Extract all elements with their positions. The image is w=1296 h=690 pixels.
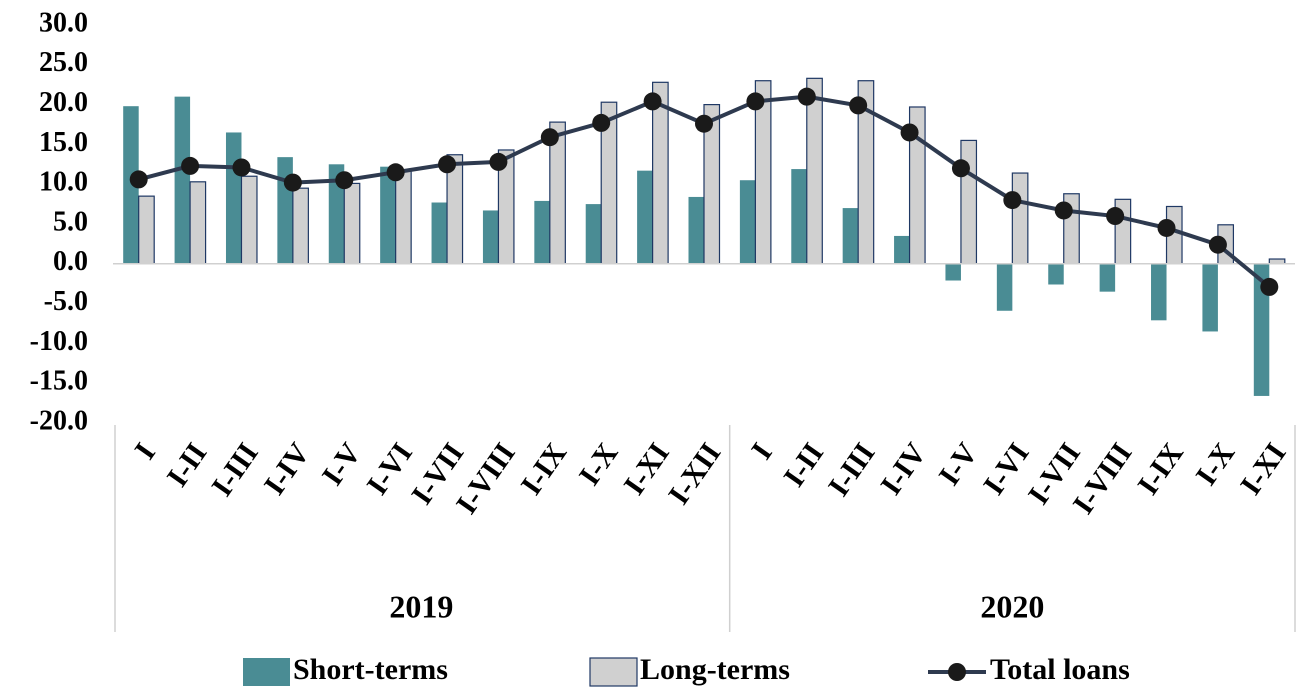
bar <box>806 77 823 265</box>
marker <box>1157 218 1176 237</box>
bar <box>960 139 978 265</box>
bar <box>343 182 361 265</box>
marker <box>232 158 251 177</box>
y-tick-label: -5.0 <box>44 286 88 317</box>
bar <box>585 204 602 264</box>
bar <box>688 196 704 264</box>
marker <box>386 163 405 182</box>
x-tick-label: I-IX <box>515 437 574 501</box>
bar <box>240 175 258 265</box>
y-tick-label: 10.0 <box>39 167 88 198</box>
x-tick-label: I-V <box>932 437 984 492</box>
marker <box>438 155 457 174</box>
marker <box>489 152 508 171</box>
marker <box>335 171 354 190</box>
x-tick-label: I-X <box>1189 437 1241 492</box>
bar <box>1011 172 1029 265</box>
bar <box>534 200 550 264</box>
group-label: 2020 <box>980 588 1044 624</box>
marker <box>746 92 765 111</box>
bar <box>123 106 139 264</box>
x-tick-label: I-V <box>316 437 368 492</box>
x-tick-label: I-IV <box>874 437 933 501</box>
y-tick-label: 25.0 <box>39 47 88 78</box>
bar <box>1151 263 1167 321</box>
legend-label: Total loans <box>990 653 1130 686</box>
marker <box>695 114 713 133</box>
y-tick-label: 0.0 <box>53 246 88 277</box>
bar <box>189 181 207 265</box>
bar <box>842 208 859 264</box>
legend-label: Long-terms <box>640 653 790 686</box>
legend-swatch <box>948 663 966 681</box>
marker <box>283 173 302 192</box>
bar <box>1202 263 1218 332</box>
marker <box>849 96 868 115</box>
marker <box>540 128 559 147</box>
bar <box>996 263 1013 311</box>
legend-label: Short-terms <box>293 653 448 686</box>
marker <box>1260 277 1279 296</box>
bar <box>739 180 756 264</box>
x-tick-label: I <box>128 437 162 466</box>
x-tick-label: I-X <box>573 437 625 492</box>
marker <box>592 113 611 132</box>
y-tick-label: 15.0 <box>39 127 88 158</box>
group-label: 2019 <box>389 588 453 624</box>
marker <box>1208 235 1227 254</box>
bar <box>174 96 191 264</box>
legend-swatch <box>243 658 290 686</box>
bar <box>380 166 396 264</box>
marker <box>797 87 816 106</box>
x-tick-label: I-III <box>205 437 265 502</box>
marker <box>1106 207 1125 226</box>
y-tick-label: -15.0 <box>30 366 88 397</box>
bar <box>1099 263 1116 292</box>
bar <box>431 202 448 264</box>
bar <box>395 170 412 265</box>
marker <box>643 92 662 111</box>
bar <box>791 169 807 264</box>
legend-swatch <box>589 657 638 687</box>
bar <box>328 164 345 264</box>
y-tick-label: 20.0 <box>39 87 88 118</box>
bar <box>482 210 499 264</box>
y-tick-label: -20.0 <box>30 405 88 436</box>
bar <box>277 157 293 264</box>
marker <box>951 159 970 178</box>
x-tick-label: I-XII <box>662 437 727 511</box>
bar <box>1253 263 1270 396</box>
x-tick-label: I-III <box>822 437 882 502</box>
y-tick-label: -10.0 <box>30 326 88 357</box>
y-tick-label: 30.0 <box>39 7 88 38</box>
x-tick-label: I-IV <box>258 437 317 501</box>
bar <box>945 263 961 281</box>
bar <box>1048 263 1064 285</box>
bar <box>225 132 242 264</box>
marker <box>181 156 200 175</box>
y-tick-label: 5.0 <box>53 206 88 237</box>
marker <box>1003 191 1022 210</box>
x-tick-label: I-XI <box>1234 437 1293 501</box>
bar <box>894 235 910 264</box>
bar <box>637 170 653 264</box>
marker <box>129 170 148 189</box>
marker <box>1054 201 1073 220</box>
x-tick-label: I-IX <box>1131 437 1190 501</box>
x-tick-label: I <box>745 437 779 466</box>
bar <box>292 187 309 265</box>
marker <box>900 123 919 142</box>
bar <box>138 195 155 265</box>
